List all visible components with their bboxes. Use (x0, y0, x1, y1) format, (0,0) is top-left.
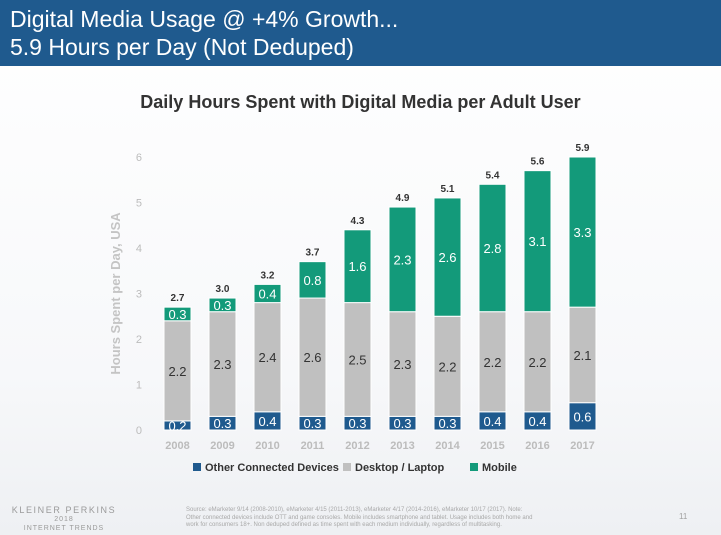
kleiner-perkins-logo: KLEINER PERKINS 2018 INTERNET TRENDS (6, 506, 122, 533)
bar-total-label: 5.6 (531, 157, 545, 168)
x-tick-label: 2009 (210, 440, 234, 452)
logo-line-3: INTERNET TRENDS (23, 525, 105, 532)
slide-header: Digital Media Usage @ +4% Growth... 5.9 … (0, 0, 721, 66)
bar-value-label: 2.8 (483, 241, 501, 256)
slide-title-line-1: Digital Media Usage @ +4% Growth... (10, 6, 399, 32)
bar-segment (343, 229, 372, 304)
bar-value-label: 0.8 (303, 273, 321, 288)
bar-total-label: 4.9 (396, 193, 410, 204)
bar-total-label: 3.2 (261, 270, 275, 281)
bar-value-label: 2.2 (528, 355, 546, 370)
bar-value-label: 0.4 (258, 414, 276, 429)
bar-value-label: 0.4 (483, 414, 501, 429)
bar-value-label: 3.3 (573, 225, 591, 240)
bar-value-label: 2.3 (393, 357, 411, 372)
bar-value-label: 0.3 (438, 416, 456, 431)
bar-segment (478, 311, 507, 413)
y-tick-label: 1 (136, 380, 142, 392)
bar-total-label: 4.3 (351, 216, 365, 227)
bar-segment (163, 306, 192, 322)
y-tick-label: 6 (136, 152, 142, 164)
legend-swatch (193, 463, 201, 471)
bar-value-label: 2.2 (438, 359, 456, 374)
x-tick-label: 2013 (390, 440, 414, 452)
bar-segment (568, 156, 597, 308)
bar-segment (343, 302, 372, 417)
bar-value-label: 2.3 (393, 252, 411, 267)
chart-title: Daily Hours Spent with Digital Media per… (140, 92, 581, 112)
bar-value-label: 0.3 (393, 416, 411, 431)
bar-segment (163, 320, 192, 422)
bar-value-label: 0.4 (528, 414, 546, 429)
bar-segment (298, 297, 327, 417)
x-tick-label: 2015 (480, 440, 504, 452)
bar-segment (568, 306, 597, 404)
bar-value-label: 0.3 (213, 416, 231, 431)
bar-total-label: 3.7 (306, 248, 320, 259)
bar-value-label: 1.6 (348, 259, 366, 274)
bar-value-label: 2.5 (348, 352, 366, 367)
y-tick-label: 3 (136, 289, 142, 301)
source-line-1: Source: eMarketer 9/14 (2008-2010), eMar… (186, 507, 523, 513)
y-tick-label: 2 (136, 334, 142, 346)
bar-value-label: 0.3 (168, 307, 186, 322)
y-tick-label: 5 (136, 198, 142, 210)
bar-segment (433, 197, 462, 317)
bar-value-label: 2.6 (303, 350, 321, 365)
x-tick-label: 2016 (525, 440, 549, 452)
bar-segment (208, 311, 237, 417)
bar-total-label: 5.9 (576, 143, 590, 154)
bar-value-label: 2.6 (438, 250, 456, 265)
stacked-bar-chart: 0 1 2 3 4 5 6 Hours Spent per Day, USA 0.2 2.2 0.3… (108, 143, 597, 474)
bar-value-label: 2.3 (213, 357, 231, 372)
legend-swatch (470, 463, 478, 471)
bar-segment (298, 261, 327, 299)
bar-value-label: 0.2 (168, 418, 186, 433)
bar-value-label: 2.2 (483, 355, 501, 370)
x-tick-label: 2012 (345, 440, 369, 452)
legend-label: Desktop / Laptop (355, 462, 445, 474)
y-axis-label: Hours Spent per Day, USA (108, 212, 123, 375)
x-tick-label: 2011 (301, 440, 325, 452)
bar-segment (388, 311, 417, 417)
x-tick-label: 2010 (255, 440, 279, 452)
y-tick-label: 0 (136, 425, 142, 437)
x-tick-label: 2014 (435, 440, 460, 452)
bar-segment (253, 283, 282, 304)
bar-total-label: 3.0 (216, 284, 230, 295)
legend-swatch (343, 463, 351, 471)
bar-value-label: 2.2 (168, 364, 186, 379)
bar-segment (523, 170, 552, 313)
bar-value-label: 0.4 (258, 287, 276, 302)
bar-segment (253, 302, 282, 413)
bar-total-label: 2.7 (171, 293, 185, 304)
page-number: 11 (679, 512, 688, 521)
bar-segment (388, 206, 417, 313)
x-tick-label: 2017 (570, 440, 594, 452)
bar-segment (208, 297, 237, 313)
logo-line-1: KLEINER PERKINS (11, 505, 117, 515)
x-tick-label: 2008 (165, 440, 189, 452)
bar-segment (433, 315, 462, 417)
bar-total-label: 5.4 (486, 170, 500, 181)
bar-value-label: 0.3 (348, 416, 366, 431)
bar-value-label: 0.3 (213, 298, 231, 313)
legend-label: Other Connected Devices (205, 462, 339, 474)
source-line-2: Other connected devices include OTT and … (186, 514, 533, 521)
bar-value-label: 2.4 (258, 350, 276, 365)
source-note: Source: eMarketer 9/14 (2008-2010), eMar… (186, 507, 606, 530)
bar-segment (478, 183, 507, 313)
bar-segment (523, 311, 552, 413)
slide-title-line-2: 5.9 Hours per Day (Not Deduped) (10, 34, 354, 60)
bar-value-label: 0.6 (573, 409, 591, 424)
legend-label: Mobile (482, 462, 517, 474)
bar-value-label: 0.3 (303, 416, 321, 431)
bar-value-label: 2.1 (573, 348, 591, 363)
source-line-3: work for consumers 18+. Non deduped defi… (186, 522, 502, 528)
bar-value-label: 3.1 (528, 234, 546, 249)
bar-total-label: 5.1 (441, 184, 455, 195)
logo-line-2: 2018 (54, 516, 74, 523)
y-tick-label: 4 (136, 243, 142, 255)
